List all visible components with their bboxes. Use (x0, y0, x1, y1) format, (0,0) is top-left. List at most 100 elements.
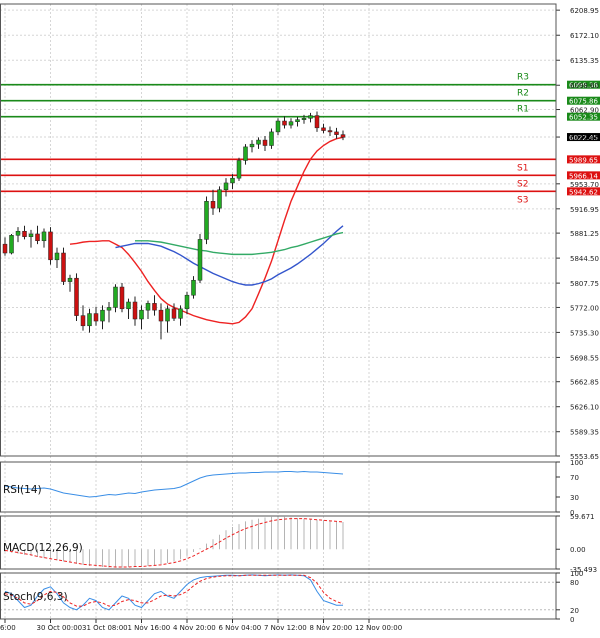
candle-body (243, 146, 248, 161)
price-tick-label: 6172.10 (570, 32, 599, 40)
level-value-box (567, 187, 600, 196)
indicator-tick-label: 30 (570, 494, 579, 502)
time-tick-label: 4 Nov 20:00 (173, 624, 216, 632)
price-tick-label: 5735.30 (570, 329, 599, 337)
candle-body (74, 277, 79, 316)
candle-body (204, 201, 209, 240)
candle-body (282, 120, 287, 126)
candle-body (217, 189, 222, 209)
moving-average-line (69, 136, 344, 325)
candle-body (126, 301, 131, 310)
candle-body (314, 115, 320, 129)
time-tick-label: 7 Nov 12:00 (264, 624, 307, 632)
level-value-box (567, 155, 600, 164)
candle-body (100, 309, 105, 322)
time-tick-label: 6 Nov 04:00 (219, 624, 262, 632)
indicator-panel-frame (0, 461, 557, 513)
level-value-box (567, 112, 600, 121)
price-tick-label: 6062.90 (570, 107, 599, 115)
candle-body (223, 182, 229, 190)
candle-body (165, 308, 170, 322)
level-value-box (567, 80, 600, 89)
indicator-tick-label: 70 (570, 474, 579, 482)
price-tick-label: 5916.95 (570, 206, 599, 214)
candle-body (9, 235, 14, 254)
time-tick-label: 6:00 (0, 624, 16, 632)
price-tick-label: 5807.75 (570, 280, 599, 288)
indicator-tick-label: 0 (570, 616, 574, 624)
level-name-s3: S3 (517, 195, 528, 205)
candle-body (249, 143, 255, 148)
price-tick-label: 5881.25 (570, 230, 599, 238)
indicator-tick-label: 0 (570, 509, 574, 517)
main-panel-frame (0, 3, 557, 457)
candle-body (308, 115, 313, 119)
level-value-box (567, 96, 600, 105)
candle-body (210, 201, 216, 209)
candle-body (184, 294, 190, 310)
level-value-label: 5966.14 (569, 172, 598, 180)
level-value-label: 5989.65 (569, 156, 598, 164)
level-value-label: 6075.86 (569, 98, 598, 106)
indicator-tick-label: 59.671 (570, 513, 595, 521)
candle-body (132, 301, 138, 320)
moving-average-line (135, 231, 344, 256)
candle-body (295, 119, 300, 122)
moving-average-line (115, 225, 344, 286)
candle-body (2, 243, 8, 254)
price-tick-label: 6135.35 (570, 57, 599, 65)
time-tick-label: 31 Oct 08:00 (82, 624, 128, 632)
indicator-panel-frame (0, 515, 557, 570)
indicator-tick-label: 100 (570, 459, 583, 467)
candle-body (158, 309, 164, 322)
time-tick-label: 30 Oct 00:00 (37, 624, 83, 632)
price-tick-label: 5772.00 (570, 304, 599, 312)
price-tick-label: 6208.95 (570, 7, 599, 15)
candle-body (139, 309, 144, 320)
level-name-s2: S2 (517, 179, 528, 189)
candle-body (197, 239, 203, 281)
price-tick-label: 5553.65 (570, 453, 599, 461)
rsi-line (4, 470, 344, 498)
price-tick-label: 6022.45 (570, 134, 599, 142)
time-tick-label: 8 Nov 20:00 (310, 624, 353, 632)
candle-body (119, 286, 125, 310)
price-tick-label: 5589.35 (570, 429, 599, 437)
stoch-d-line (4, 574, 344, 607)
level-name-r3: R3 (517, 73, 529, 83)
indicator-name-label: MACD(12,26,9) (3, 542, 83, 554)
candle-body (61, 252, 66, 282)
price-tick-label: 5953.70 (570, 181, 599, 189)
candle-body (113, 286, 118, 308)
candle-body (22, 230, 27, 237)
price-tick-label: 5698.55 (570, 354, 599, 362)
level-value-label: 6052.35 (569, 114, 598, 122)
candle-body (256, 139, 261, 145)
candle-body (106, 307, 112, 311)
price-tick-label: 5844.50 (570, 255, 599, 263)
indicator-name-label: Stoch(9,6,3) (3, 591, 68, 603)
candle-body (54, 252, 60, 261)
candle-body (87, 313, 92, 327)
level-name-r1: R1 (517, 105, 529, 115)
level-name-r2: R2 (517, 89, 529, 99)
candle-body (178, 308, 183, 319)
candle-body (269, 131, 274, 146)
candle-body (67, 277, 73, 282)
candle-body (230, 177, 235, 184)
candle-body (93, 313, 99, 322)
candle-body (41, 231, 47, 242)
price-tick-label: 5626.10 (570, 404, 599, 412)
indicator-tick-label: 20 (570, 607, 579, 615)
candle-body (327, 130, 333, 133)
indicator-tick-label: 100 (570, 570, 583, 578)
price-tick-label: 6098.60 (570, 82, 599, 90)
indicator-tick-label: 80 (570, 579, 579, 587)
macd-signal-line (4, 518, 344, 568)
level-name-s1: S1 (517, 163, 528, 173)
candle-body (334, 131, 339, 135)
candle-body (301, 118, 307, 120)
candle-body (80, 315, 86, 327)
